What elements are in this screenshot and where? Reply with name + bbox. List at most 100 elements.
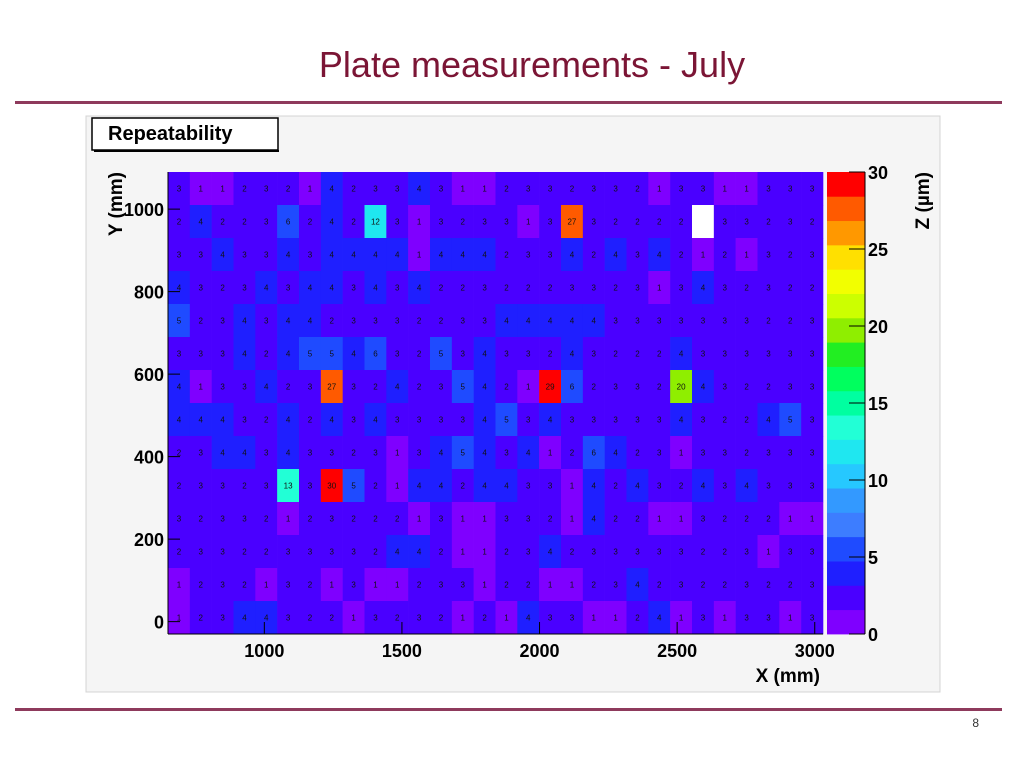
- heatmap-cell: [692, 535, 715, 569]
- cell-value-label: 3: [548, 185, 553, 194]
- heatmap-cell: [561, 304, 584, 338]
- heatmap-cell: [364, 205, 387, 239]
- cell-value-label: 5: [351, 482, 356, 491]
- cell-value-label: 13: [284, 482, 293, 491]
- cell-value-label: 3: [242, 515, 247, 524]
- cell-value-label: 3: [199, 548, 204, 557]
- heatmap-cell: [517, 370, 540, 404]
- heatmap-cell: [189, 469, 212, 503]
- cell-value-label: 4: [635, 482, 640, 491]
- cell-value-label: 3: [679, 185, 684, 194]
- heatmap-cell: [779, 370, 802, 404]
- heatmap-cell: [473, 205, 496, 239]
- cell-value-label: 3: [482, 218, 487, 227]
- heatmap-cell: [757, 436, 780, 470]
- cell-value-label: 3: [264, 185, 269, 194]
- heatmap-cell: [539, 370, 562, 404]
- heatmap-cell: [211, 469, 234, 503]
- heatmap-cell: [451, 337, 474, 371]
- heatmap-cell: [757, 172, 780, 206]
- heatmap-cell: [233, 502, 256, 536]
- heatmap-cell: [582, 304, 605, 338]
- heatmap-cell: [604, 370, 627, 404]
- heatmap-cell: [801, 469, 824, 503]
- cell-value-label: 2: [264, 416, 269, 425]
- cell-value-label: 4: [286, 251, 291, 260]
- cell-value-label: 3: [526, 251, 531, 260]
- cell-value-label: 2: [308, 515, 313, 524]
- heatmap-cell: [364, 436, 387, 470]
- color-scale-segment: [827, 293, 865, 319]
- cell-value-label: 2: [264, 350, 269, 359]
- cell-value-label: 1: [788, 614, 793, 623]
- heatmap-cell: [779, 172, 802, 206]
- heatmap-cell: [364, 535, 387, 569]
- cell-value-label: 2: [592, 383, 597, 392]
- heatmap-cell: [648, 271, 671, 305]
- cell-value-label: 3: [679, 317, 684, 326]
- heatmap-cell: [670, 535, 693, 569]
- cell-value-label: 1: [810, 515, 815, 524]
- cell-value-label: 2: [526, 284, 531, 293]
- heatmap-cell: [211, 238, 234, 272]
- heatmap-cell: [473, 337, 496, 371]
- heatmap-cell: [735, 601, 758, 635]
- cell-value-label: 3: [330, 548, 335, 557]
- cell-value-label: 3: [439, 218, 444, 227]
- cell-value-label: 1: [482, 548, 487, 557]
- cell-value-label: 3: [504, 449, 509, 458]
- heatmap-cell: [277, 436, 300, 470]
- cell-value-label: 3: [351, 383, 356, 392]
- heatmap-cell: [670, 568, 693, 602]
- cell-value-label: 4: [679, 350, 684, 359]
- heatmap-cell: [299, 370, 322, 404]
- heatmap-cell: [692, 172, 715, 206]
- heatmap-cell: [648, 436, 671, 470]
- color-scale-segment: [827, 415, 865, 440]
- cell-value-label: 3: [766, 350, 771, 359]
- cell-value-label: 3: [810, 614, 815, 623]
- cell-value-label: 4: [526, 614, 531, 623]
- cell-value-label: 4: [613, 449, 618, 458]
- heatmap-cell: [430, 172, 453, 206]
- heatmap-cell: [211, 502, 234, 536]
- heatmap-cell: [408, 502, 431, 536]
- cell-value-label: 3: [723, 383, 728, 392]
- heatmap-cell: [255, 436, 278, 470]
- heatmap-cell: [473, 502, 496, 536]
- heatmap-cell: [779, 568, 802, 602]
- heatmap-cell: [517, 601, 540, 635]
- heatmap-cell: [299, 271, 322, 305]
- heatmap-cell: [517, 469, 540, 503]
- heatmap-cell: [320, 601, 343, 635]
- cell-value-label: 3: [308, 383, 313, 392]
- cell-value-label: 2: [439, 548, 444, 557]
- cell-value-label: 1: [482, 581, 487, 590]
- heatmap-cell: [364, 172, 387, 206]
- heatmap-cell: [495, 271, 518, 305]
- cell-value-label: 3: [242, 251, 247, 260]
- heatmap-cell: [582, 403, 605, 437]
- title-divider: [15, 101, 1002, 104]
- cell-value-label: 2: [242, 482, 247, 491]
- heatmap-cell: [670, 469, 693, 503]
- heatmap-cell: [320, 304, 343, 338]
- cell-value-label: 4: [351, 251, 356, 260]
- cell-value-label: 4: [744, 482, 749, 491]
- heatmap-cell: [561, 535, 584, 569]
- heatmap-cell: [211, 271, 234, 305]
- heatmap-cell: [255, 337, 278, 371]
- heatmap-cell: [168, 601, 191, 635]
- heatmap-cell: [692, 601, 715, 635]
- heatmap-cell: [277, 535, 300, 569]
- cell-value-label: 2: [504, 383, 509, 392]
- heatmap-cell: [299, 238, 322, 272]
- heatmap-cell: [670, 370, 693, 404]
- cell-value-label: 3: [526, 548, 531, 557]
- heatmap-cell: [473, 601, 496, 635]
- cell-value-label: 3: [810, 317, 815, 326]
- heatmap-cell: [473, 568, 496, 602]
- cell-value-label: 1: [308, 185, 313, 194]
- cell-value-label: 2: [330, 317, 335, 326]
- heatmap-cell: [626, 403, 649, 437]
